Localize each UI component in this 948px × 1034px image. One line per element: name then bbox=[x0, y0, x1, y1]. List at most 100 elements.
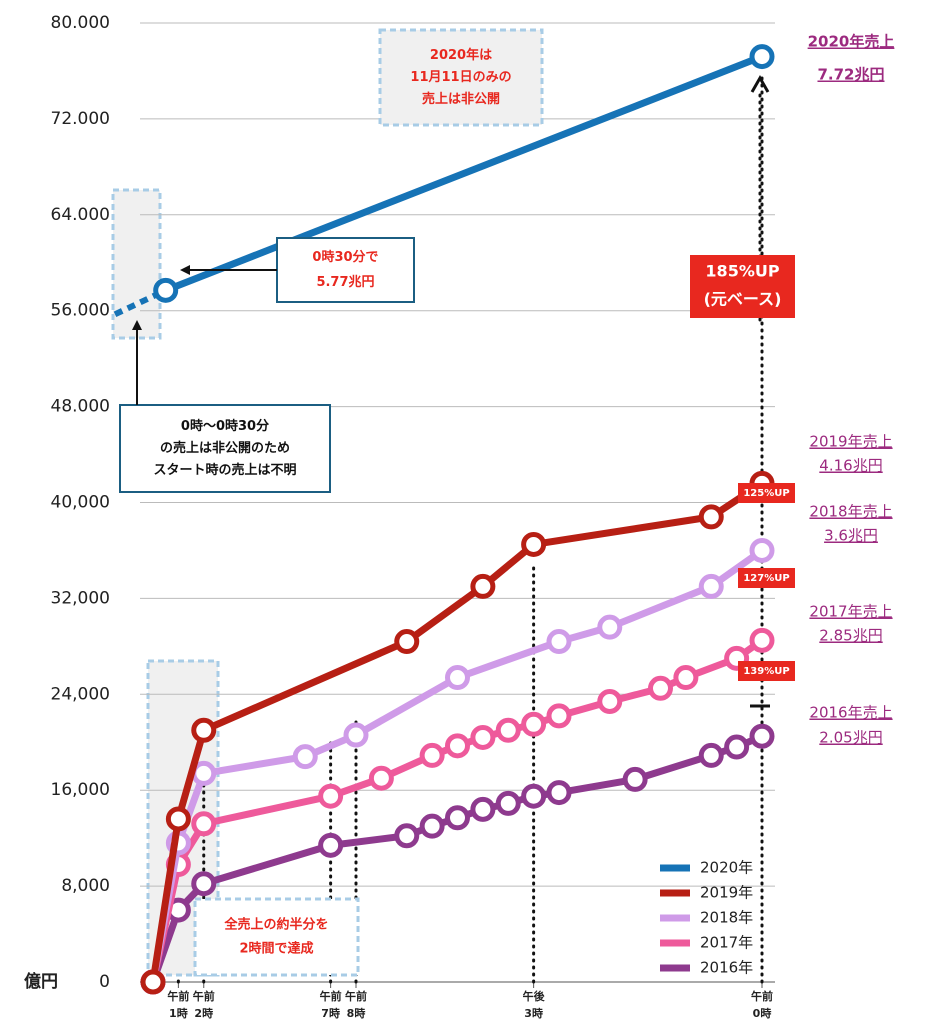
total-label: 2016年売上 bbox=[809, 704, 892, 722]
point bbox=[165, 806, 191, 832]
note-text: スタート時の売上は不明 bbox=[153, 462, 296, 478]
growth-label: 127%UP bbox=[743, 573, 789, 584]
point bbox=[749, 537, 775, 563]
note-text: 0時30分で bbox=[312, 249, 378, 265]
y-tick-label: 0 bbox=[99, 972, 110, 992]
note-box bbox=[193, 897, 360, 977]
point bbox=[318, 783, 344, 809]
y-tick-label: 56.000 bbox=[51, 301, 110, 321]
growth-label: 125%UP bbox=[743, 488, 789, 499]
point bbox=[749, 723, 775, 749]
point bbox=[698, 573, 724, 599]
point bbox=[445, 665, 470, 691]
growth-label: (元ベース) bbox=[704, 290, 782, 309]
note-text: の売上は非公開のため bbox=[160, 440, 290, 456]
point bbox=[394, 823, 420, 849]
total-label: 2.85兆円 bbox=[819, 627, 882, 645]
point bbox=[445, 733, 470, 759]
x-tick-label: 2時 bbox=[194, 1006, 213, 1020]
legend-label: 2020年 bbox=[700, 859, 753, 877]
point bbox=[140, 969, 166, 995]
growth-label: 139%UP bbox=[743, 666, 789, 677]
note-text: 2020年は bbox=[430, 47, 492, 63]
note-text: 0時〜0時30分 bbox=[181, 418, 269, 434]
y-tick-label: 24,000 bbox=[51, 684, 110, 704]
note-text: 売上は非公開 bbox=[422, 91, 500, 107]
y-unit: 億円 bbox=[24, 971, 58, 992]
point bbox=[292, 744, 318, 770]
annotations: 2020年売上 7.72兆円 2019年売上 4.16兆円 2018年売上 3.6兆円 20… bbox=[119, 28, 895, 977]
plot bbox=[113, 44, 775, 995]
point bbox=[521, 711, 547, 737]
point bbox=[724, 734, 750, 760]
total-label: 2018年売上 bbox=[809, 503, 892, 521]
hidden-region bbox=[111, 188, 162, 340]
point bbox=[445, 805, 470, 831]
legend-label: 2016年 bbox=[700, 959, 753, 977]
total-label: 2019年売上 bbox=[809, 433, 892, 451]
point bbox=[394, 629, 420, 655]
point bbox=[343, 722, 369, 748]
note-text: 11月11日のみの bbox=[410, 70, 511, 85]
growth-label: 185%UP bbox=[705, 262, 779, 281]
x-tick-label: 午前 bbox=[167, 989, 189, 1003]
point bbox=[470, 573, 496, 599]
note-arrow-head bbox=[180, 265, 190, 275]
y-tick-label: 72.000 bbox=[51, 109, 110, 129]
point bbox=[495, 790, 521, 816]
total-label: 3.6兆円 bbox=[824, 527, 878, 545]
x-tick-label: 3時 bbox=[524, 1006, 543, 1020]
total-label: 2.05兆円 bbox=[819, 729, 882, 747]
point bbox=[419, 813, 445, 839]
total-label: 7.72兆円 bbox=[817, 66, 884, 84]
point bbox=[648, 675, 673, 701]
point bbox=[698, 742, 724, 768]
x-tick-label: 午前 bbox=[751, 989, 773, 1003]
note-box bbox=[276, 237, 415, 303]
y-tick-label: 8,000 bbox=[61, 876, 110, 896]
point bbox=[470, 796, 496, 822]
point bbox=[597, 614, 623, 640]
point bbox=[470, 724, 496, 750]
note-box bbox=[119, 404, 331, 493]
growth-box bbox=[738, 568, 795, 588]
point bbox=[546, 703, 572, 729]
point bbox=[597, 688, 623, 714]
note-box bbox=[378, 28, 544, 127]
point bbox=[749, 44, 775, 70]
series-line bbox=[149, 480, 764, 983]
grid: 0 8,000 16,000 24,000 32,000 40,000 48.000 56.0… bbox=[24, 13, 775, 1020]
total-label: 2020年売上 bbox=[808, 33, 895, 51]
x-tick-label: 8時 bbox=[347, 1006, 366, 1020]
point bbox=[191, 811, 217, 837]
y-tick-label: 64.000 bbox=[51, 205, 110, 225]
x-tick-label: 7時 bbox=[321, 1006, 340, 1020]
point bbox=[749, 627, 775, 653]
x-tick-label: 午前 bbox=[193, 989, 215, 1003]
point bbox=[419, 742, 445, 768]
point bbox=[153, 277, 179, 303]
legend-label: 2017年 bbox=[700, 934, 753, 952]
point bbox=[191, 717, 217, 743]
y-tick-label: 40,000 bbox=[51, 493, 110, 513]
y-tick-label: 16,000 bbox=[51, 780, 110, 800]
point bbox=[698, 504, 724, 530]
point bbox=[521, 783, 547, 809]
x-tick-label: 午前 bbox=[345, 989, 367, 1003]
point bbox=[546, 629, 572, 655]
point bbox=[191, 871, 217, 897]
point bbox=[546, 780, 572, 806]
x-tick-label: 0時 bbox=[753, 1006, 772, 1020]
point bbox=[368, 765, 394, 791]
series-line bbox=[164, 53, 764, 294]
x-tick-label: 午後 bbox=[523, 989, 546, 1003]
point bbox=[521, 531, 547, 557]
y-tick-label: 48.000 bbox=[51, 397, 110, 417]
x-tick-label: 1時 bbox=[169, 1006, 188, 1020]
point bbox=[622, 766, 648, 792]
series-line bbox=[149, 637, 765, 983]
growth-box bbox=[738, 661, 795, 681]
growth-box bbox=[738, 483, 795, 503]
point bbox=[673, 665, 699, 691]
